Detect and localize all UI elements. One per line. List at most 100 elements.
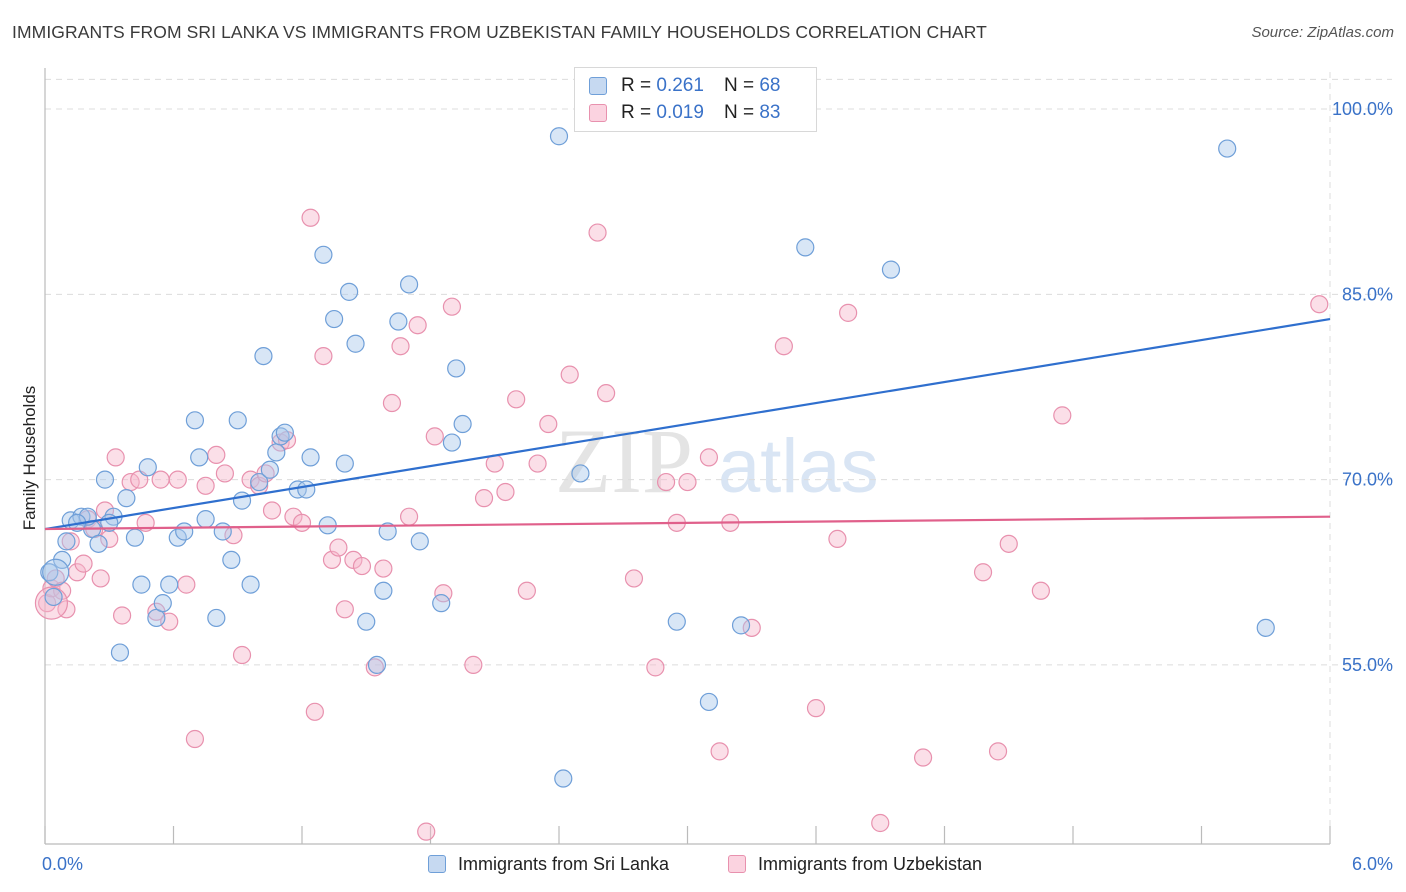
sri-lanka-point: [207, 608, 226, 628]
sri-lanka-point: [357, 612, 376, 631]
sri-lanka-point: [731, 616, 751, 635]
sri-lanka-point: [374, 581, 393, 600]
source-credit: Source: ZipAtlas.com: [1251, 24, 1394, 41]
sri-lanka-point: [160, 575, 179, 594]
uzbekistan-point: [646, 658, 665, 677]
uzbekistan-point: [417, 822, 436, 841]
legend-row-sri-lanka: R = 0.261 N = 68: [589, 74, 780, 98]
legend-swatch-pink: [589, 104, 607, 122]
uzbekistan-point: [292, 513, 312, 532]
y-tick-label: 85.0%: [1342, 284, 1393, 304]
sri-lanka-point: [138, 458, 157, 477]
sri-lanka-point: [699, 692, 719, 712]
y-tick-label: 55.0%: [1342, 655, 1393, 675]
x-tick-label: 6.0%: [1352, 854, 1393, 874]
uzbekistan-point: [74, 554, 93, 573]
uzbekistan-point: [391, 337, 410, 356]
uzbekistan-points: [34, 208, 1329, 841]
uzbekistan-point: [774, 337, 793, 356]
sri-lanka-point: [881, 260, 901, 279]
legend-r-value: 0.261: [656, 75, 704, 96]
legend-n-value: 68: [759, 75, 781, 96]
legend-n-label: N =: [723, 102, 755, 123]
uzbekistan-point: [262, 501, 282, 520]
uzbekistan-point: [742, 618, 761, 637]
uzbekistan-point: [100, 529, 119, 549]
uzbekistan-point: [973, 563, 993, 582]
y-tick-label: 70.0%: [1342, 470, 1393, 490]
sri-lanka-point: [153, 594, 172, 613]
uzbekistan-point: [365, 658, 384, 677]
x-tick-label: 0.0%: [42, 854, 83, 874]
sri-lanka-point: [399, 275, 419, 294]
sri-lanka-point: [222, 550, 241, 570]
uzbekistan-point: [352, 556, 372, 576]
uzbekistan-point: [151, 470, 170, 489]
legend-r-label: R =: [621, 75, 652, 96]
sri-lanka-point: [1256, 618, 1275, 637]
uzbekistan-point: [999, 534, 1018, 553]
sri-lanka-point: [432, 594, 451, 613]
uzbekistan-point: [177, 575, 196, 594]
legend-n-value: 83: [759, 102, 781, 123]
uzbekistan-point: [1053, 406, 1072, 425]
uzbekistan-point: [196, 476, 215, 495]
uzbekistan-point: [61, 532, 80, 551]
sri-lanka-point: [796, 238, 815, 257]
sri-lanka-point: [335, 454, 354, 473]
grid-lines: [45, 72, 1392, 844]
uzbekistan-point: [806, 699, 826, 718]
sri-lanka-point: [44, 587, 63, 607]
legend-item-sri-lanka: Immigrants from Sri Lanka: [428, 852, 669, 876]
uzbekistan-point: [828, 529, 847, 549]
trend-lines: [44, 317, 1331, 531]
legend-r-value: 0.019: [656, 102, 704, 123]
uzbekistan-point: [988, 742, 1008, 761]
sri-lanka-point: [367, 655, 387, 674]
uzbekistan-point: [539, 414, 558, 434]
uzbekistan-point: [474, 489, 494, 508]
uzbekistan-point: [597, 384, 616, 403]
sri-lanka-point: [260, 460, 279, 479]
axes: [44, 68, 1331, 845]
legend-row-uzbekistan: R = 0.019 N = 83: [589, 101, 780, 125]
uzbekistan-point: [656, 472, 676, 492]
sri-lanka-point: [213, 522, 232, 541]
sri-lanka-point: [442, 433, 462, 452]
uzbekistan-point: [130, 470, 149, 489]
sri-lanka-point: [95, 470, 115, 489]
sri-lanka-point: [301, 448, 320, 467]
legend-label: Immigrants from Sri Lanka: [458, 853, 670, 874]
watermark-atlas: atlas: [718, 424, 879, 509]
uzbekistan-point: [871, 813, 890, 833]
uzbekistan-point: [112, 606, 132, 625]
uzbekistan-point: [678, 472, 697, 492]
y-tick-label: 100.0%: [1332, 99, 1393, 119]
legend-swatch-blue: [428, 855, 446, 873]
uzbekistan-point: [710, 742, 729, 761]
sri-lanka-point: [40, 563, 59, 582]
uzbekistan-point: [329, 538, 348, 557]
uzbekistan-point: [305, 702, 324, 721]
uzbekistan-point: [168, 470, 187, 489]
uzbekistan-point: [913, 748, 933, 767]
sri-lanka-point: [325, 309, 344, 329]
sri-lanka-point: [340, 282, 359, 301]
legend-swatch-pink: [728, 855, 746, 873]
uzbekistan-point: [588, 223, 607, 242]
uzbekistan-point: [335, 600, 354, 619]
uzbekistan-point: [382, 393, 402, 413]
sri-lanka-point: [254, 346, 273, 366]
uzbekistan-point: [507, 390, 526, 409]
sri-lanka-trend-line: [44, 317, 1331, 531]
uzbekistan-point: [215, 464, 234, 483]
sri-lanka-point: [549, 127, 569, 146]
uzbekistan-point: [528, 454, 547, 473]
sri-lanka-point: [89, 534, 108, 553]
sri-lanka-point: [132, 575, 151, 594]
uzbekistan-point: [699, 448, 719, 467]
sri-lanka-point: [378, 522, 397, 541]
sri-lanka-point: [250, 472, 269, 492]
legend-item-uzbekistan: Immigrants from Uzbekistan: [728, 852, 982, 876]
